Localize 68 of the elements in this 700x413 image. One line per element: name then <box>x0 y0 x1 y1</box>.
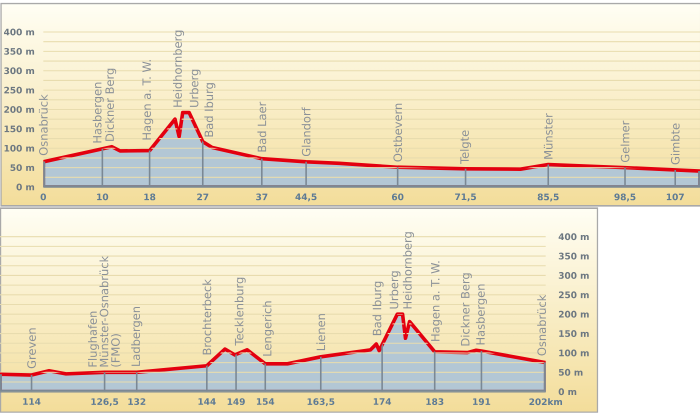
annotation: Urberg <box>389 271 401 308</box>
y-tick-label: 50 m <box>10 164 34 172</box>
annotation: Osnabrück <box>38 94 48 156</box>
y-tick-label: 0 m <box>16 184 34 190</box>
x-tick-label: 183 <box>426 398 444 405</box>
annotation: Hasbergen <box>476 284 487 344</box>
y-tick-label: 100 m <box>559 350 589 356</box>
annotation: Lengerich <box>262 301 274 356</box>
annotation: Telgte <box>460 130 472 164</box>
x-tick-label: 18 <box>144 194 156 200</box>
x-tick-label: 149 <box>228 398 245 405</box>
y-tick-label: 100 m <box>4 144 34 152</box>
annotation: Brochterbeck <box>202 279 212 354</box>
x-tick-label: 191 <box>473 398 490 405</box>
annotation: Ostbevern <box>393 104 402 162</box>
annotation: Dickner Berg <box>460 273 472 346</box>
y-tick-label: 250 m <box>4 86 34 94</box>
annotation: Bad Iburg <box>372 282 384 336</box>
annotation: Hagen a. T. W. <box>142 60 154 140</box>
y-tick-label: 300 m <box>4 67 34 74</box>
annotation: Osnabrück <box>537 294 546 356</box>
y-tick-label: 300 m <box>558 272 589 279</box>
x-tick-label: 27 <box>197 194 208 200</box>
annotation: Heidhornberg <box>402 232 414 308</box>
x-tick-label: 10 <box>97 194 108 200</box>
annotation: Hagen a. T. W. <box>431 261 442 341</box>
x-tick-label: 60 <box>392 194 404 200</box>
annotation: Heidhornberg <box>173 30 184 107</box>
x-tick-label: 71,5 <box>455 194 476 202</box>
y-tick-label: 200 m <box>4 106 34 113</box>
y-tick-label: 350 m <box>558 252 589 260</box>
x-tick-label: 0 <box>40 194 46 200</box>
x-tick-label: 154 <box>256 398 274 405</box>
annotation: Tecklenburg <box>234 278 246 346</box>
x-tick-label: 98,5 <box>614 194 636 202</box>
y-tick-label: 350 m <box>4 48 34 55</box>
x-tick-label: 174 <box>374 398 392 405</box>
annotation: Lienen <box>316 314 326 350</box>
annotation: Gelmer <box>620 120 630 162</box>
x-tick-label: 37 <box>256 194 268 200</box>
annotation: Gimbte <box>670 124 680 164</box>
annotation: Dickner Berg <box>105 68 116 141</box>
annotation: Bad Laer <box>257 102 266 152</box>
annotation: Münster <box>544 113 553 159</box>
annotation: Bad Iburg <box>204 83 216 137</box>
y-tick-label: 400 m <box>4 28 34 36</box>
annotation: Greven <box>27 328 36 368</box>
y-tick-label: 400 m <box>558 233 589 240</box>
y-tick-label: 0 m <box>558 388 576 396</box>
annotation: Flughafen Münster-Osnabrück (FMO) <box>88 256 122 367</box>
y-tick-label: 200 m <box>558 310 589 318</box>
y-tick-label: 250 m <box>558 291 589 298</box>
x-tick-label: 44,5 <box>295 194 317 202</box>
x-tick-label: 107 <box>666 194 684 200</box>
annotation: Hasbergen <box>92 82 104 143</box>
annotation: Urberg <box>190 70 201 107</box>
x-tick-label: 132 <box>128 398 146 405</box>
x-tick-label: 144 <box>198 398 216 405</box>
x-tick-label: 126,5 <box>91 398 118 406</box>
x-tick-label: 163,5 <box>308 398 334 406</box>
annotation: Glandorf <box>302 107 311 156</box>
annotation: Ladbergen <box>131 306 142 366</box>
x-tick-label: 114 <box>23 398 41 405</box>
x-tick-label: 85,5 <box>538 194 559 202</box>
y-tick-label: 50 m <box>558 368 582 376</box>
x-tick-label: 202km <box>529 398 562 406</box>
y-tick-label: 150 m <box>559 330 589 337</box>
y-tick-label: 150 m <box>4 125 34 132</box>
